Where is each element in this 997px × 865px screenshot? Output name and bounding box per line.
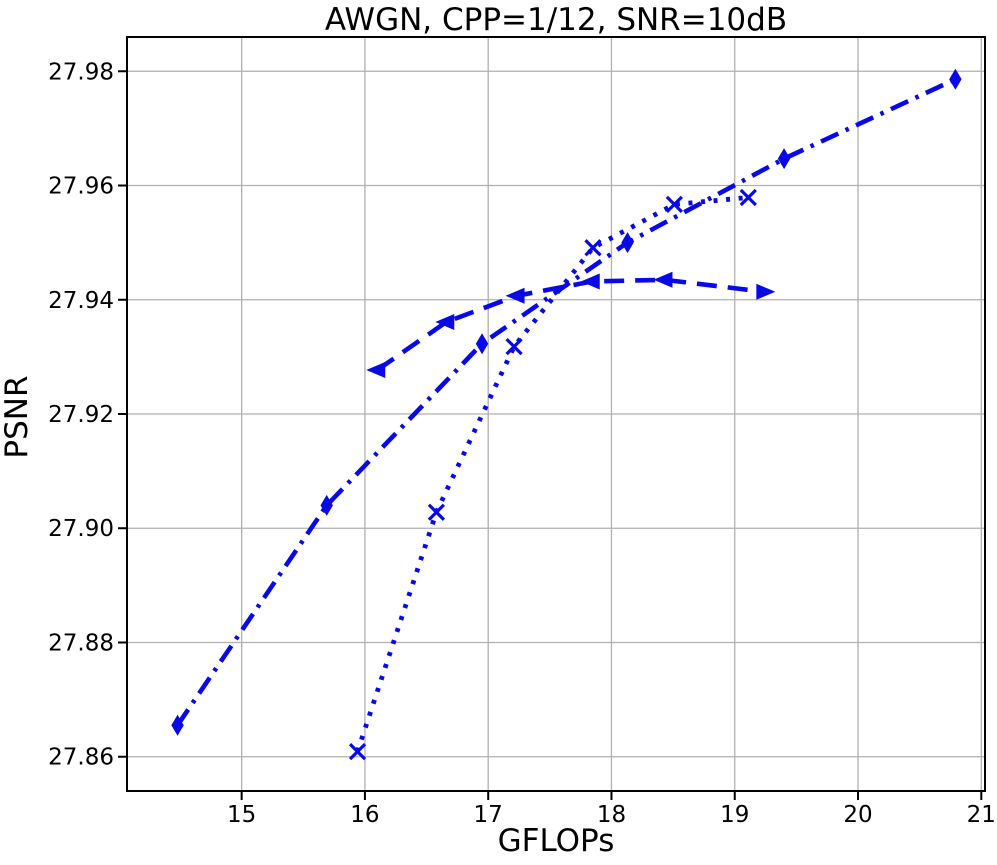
y-tick-label: 27.86	[48, 745, 114, 771]
y-tick-label: 27.98	[48, 59, 114, 85]
x-marker	[584, 239, 602, 257]
x-tick-label: 18	[597, 802, 626, 828]
diamond-marker	[621, 232, 634, 254]
diamond-marker	[171, 714, 184, 736]
x-marker	[348, 742, 367, 761]
triangle-marker	[366, 362, 386, 379]
triangle-marker	[653, 271, 673, 288]
x-marker	[665, 195, 683, 213]
x-tick-label: 21	[967, 802, 996, 828]
triangle-marker	[435, 314, 455, 331]
x-tick-label: 16	[350, 802, 379, 828]
chart-title: AWGN, CPP=1/12, SNR=10dB	[324, 2, 788, 38]
x-tick-label: 19	[720, 802, 749, 828]
dash-dot-diamond-curve-line	[175, 77, 957, 727]
diamond-marker	[475, 333, 489, 355]
triangle-marker	[580, 273, 600, 290]
dotted-x-curve-line	[355, 195, 749, 753]
x-marker	[427, 503, 446, 521]
x-tick-label: 17	[474, 802, 503, 828]
y-tick-label: 27.94	[48, 288, 114, 314]
triangle-marker	[505, 287, 525, 304]
x-marker	[505, 337, 523, 356]
dashed-triangle-curve-line	[375, 277, 765, 372]
y-tick-label: 27.90	[48, 516, 114, 542]
diamond-marker	[320, 494, 333, 516]
diamond-marker	[949, 68, 962, 90]
diamond-marker	[777, 148, 791, 170]
y-tick-label: 27.96	[48, 174, 114, 200]
x-axis-label: GFLOPs	[497, 823, 615, 859]
triangle-marker	[756, 283, 776, 300]
y-tick-label: 27.92	[48, 402, 114, 428]
y-tick-label: 27.88	[48, 630, 114, 656]
y-axis-label: PSNR	[0, 375, 35, 459]
x-marker	[739, 188, 757, 207]
x-tick-label: 15	[227, 802, 256, 828]
x-tick-label: 20	[843, 802, 872, 828]
plot-border	[126, 36, 986, 792]
